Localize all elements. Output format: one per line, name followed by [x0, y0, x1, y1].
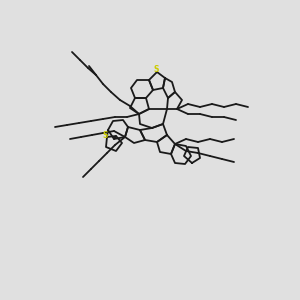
- Text: S: S: [153, 65, 159, 74]
- Text: S: S: [102, 131, 108, 140]
